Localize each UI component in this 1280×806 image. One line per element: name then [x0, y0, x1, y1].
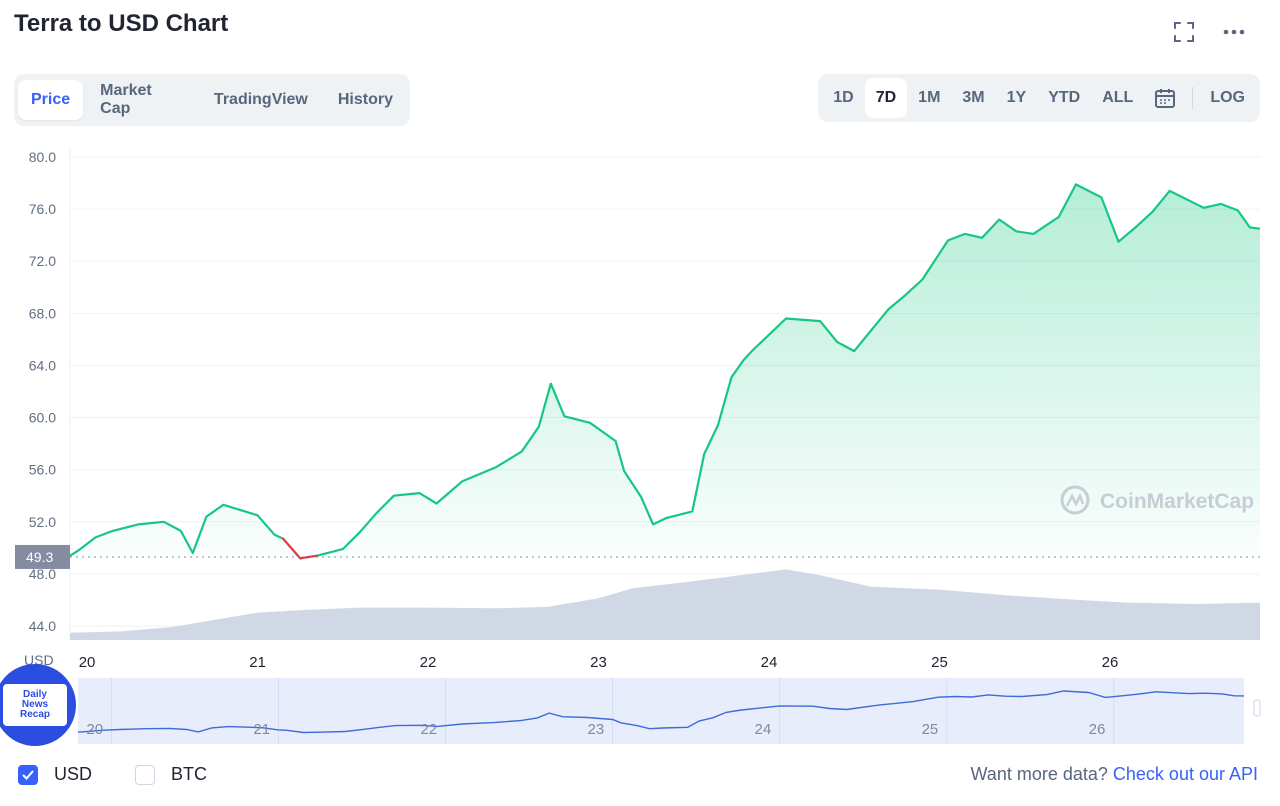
tab-history[interactable]: History — [337, 91, 393, 108]
coinmarketcap-logo-mark — [1065, 493, 1085, 507]
currency-usd-label: USD — [54, 764, 93, 784]
y-tick-label: 68.0 — [29, 305, 56, 321]
volume-area — [70, 569, 1260, 640]
tab-price[interactable]: Price — [18, 80, 84, 120]
y-tick-label: 76.0 — [29, 201, 56, 217]
price-line-below-ref — [282, 537, 302, 560]
unchecked-box-icon — [135, 764, 155, 785]
reference-badge — [15, 544, 70, 569]
range-3m[interactable]: 3M — [962, 89, 985, 106]
navigator-tick-label: 24 — [755, 721, 772, 738]
watermark-text: CoinMarketCap — [1100, 490, 1254, 513]
currency-btc-checkbox[interactable]: BTC — [135, 764, 207, 785]
fullscreen-icon[interactable] — [1172, 20, 1196, 44]
reference-value: 49.3 — [26, 549, 53, 565]
navigator-line — [77, 690, 1245, 734]
x-tick-label: 25 — [931, 654, 948, 671]
navigator-window — [78, 678, 1244, 744]
range-1m[interactable]: 1M — [918, 89, 941, 106]
navigator-handle — [1253, 699, 1261, 717]
tab-market-cap[interactable]: Market Cap — [100, 82, 152, 117]
range-7d[interactable]: 7D — [864, 78, 908, 118]
x-tick-label: 23 — [590, 654, 607, 671]
log-scale-toggle[interactable]: LOG — [1210, 89, 1245, 106]
daily-news-recap-badge[interactable]: Daily News Recap — [0, 664, 76, 746]
range-ytd[interactable]: YTD — [1048, 89, 1081, 106]
check-icon — [18, 764, 38, 785]
daily-news-recap-text: Daily News Recap — [19, 689, 50, 720]
range-divider — [1192, 87, 1194, 109]
range-1y[interactable]: 1Y — [1006, 89, 1027, 106]
y-tick-label: 64.0 — [29, 357, 56, 373]
navigator-tick-label: 22 — [420, 721, 437, 738]
y-tick-label: 80.0 — [29, 149, 56, 165]
x-tick-label: 22 — [420, 654, 437, 671]
price-line-below-ref — [299, 554, 319, 560]
calendar-icon[interactable] — [1144, 78, 1186, 118]
navigator-tick-label: 25 — [922, 721, 939, 738]
time-range-selector: 1D 7D 1M 3M 1Y YTD ALL LOG — [818, 74, 1260, 122]
chart-type-tabs: Price Market Cap TradingView History — [14, 74, 410, 126]
api-promo: Want more data? Check out our API — [970, 764, 1258, 785]
currency-usd-checkbox[interactable]: USD — [18, 764, 92, 785]
navigator-tick-label: 26 — [1089, 721, 1106, 738]
price-line — [69, 183, 1261, 560]
x-tick-label: 24 — [761, 654, 778, 671]
price-chart[interactable]: 80.0 76.0 72.0 68.0 64.0 60.0 56.0 52.0 48.0 44.0… — [0, 0, 1280, 760]
currency-btc-label: BTC — [171, 764, 207, 784]
x-tick-label: 21 — [249, 654, 266, 671]
navigator-tick-label: 23 — [588, 721, 605, 738]
page-title: Terra to USD Chart — [14, 10, 229, 37]
x-tick-label: 26 — [1102, 654, 1119, 671]
range-all[interactable]: ALL — [1102, 89, 1134, 106]
navigator-tick-label: 20 — [86, 721, 103, 738]
navigator-tick-label: 21 — [253, 721, 270, 738]
range-1d[interactable]: 1D — [833, 89, 854, 106]
api-link[interactable]: Check out our API — [1112, 764, 1258, 784]
y-tick-label: 48.0 — [29, 566, 56, 582]
y-tick-label: 52.0 — [29, 514, 56, 530]
api-promo-text: Want more data? — [970, 764, 1108, 784]
more-icon[interactable] — [1222, 20, 1246, 44]
y-tick-label: 44.0 — [29, 618, 56, 634]
price-area — [70, 184, 1260, 559]
y-tick-label: 72.0 — [29, 253, 56, 269]
y-tick-label: 56.0 — [29, 462, 56, 478]
tab-tradingview[interactable]: TradingView — [213, 91, 308, 108]
y-tick-label: 60.0 — [29, 410, 56, 426]
x-tick-label: 20 — [79, 654, 96, 671]
coinmarketcap-logo-icon — [1060, 485, 1090, 515]
